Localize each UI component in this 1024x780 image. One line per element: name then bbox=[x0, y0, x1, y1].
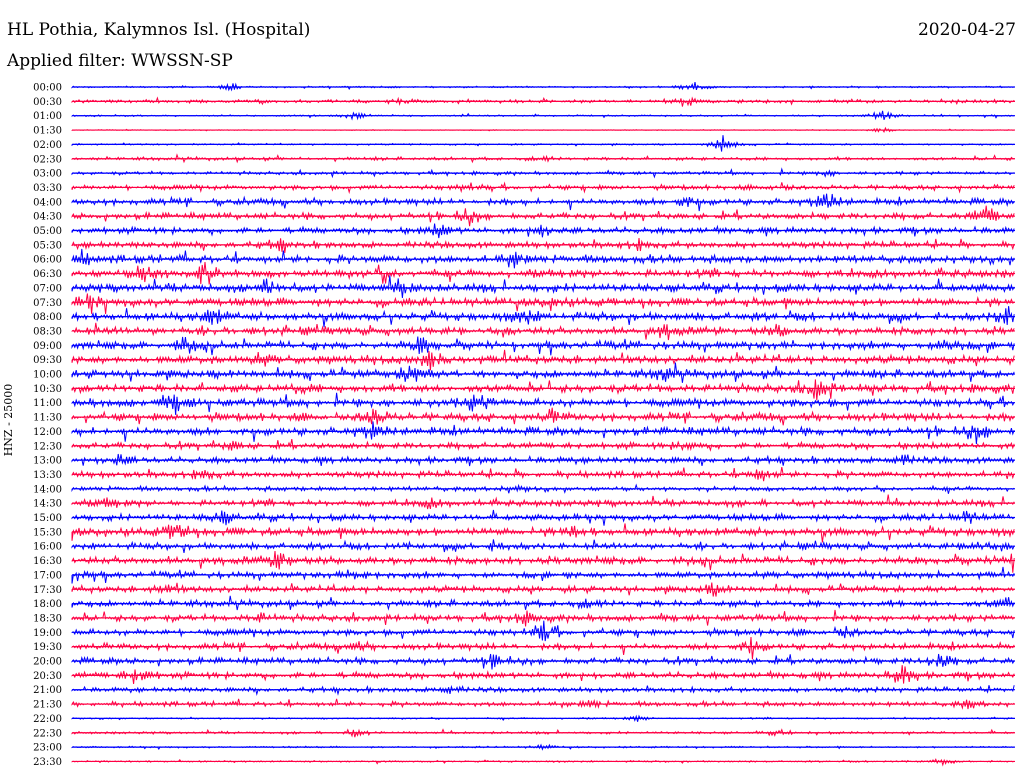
row-time-label: 18:00 bbox=[33, 599, 62, 610]
row-time-label: 16:30 bbox=[33, 556, 62, 567]
row-time-label: 20:00 bbox=[33, 657, 62, 668]
row-time-label: 09:30 bbox=[33, 355, 62, 366]
row-time-label: 01:00 bbox=[33, 111, 62, 122]
trace-line bbox=[71, 135, 1015, 152]
trace-line bbox=[71, 494, 1015, 510]
row-time-label: 07:00 bbox=[33, 283, 62, 294]
trace-line bbox=[71, 293, 1015, 314]
row-time-label: 15:00 bbox=[33, 513, 62, 524]
row-time-label: 19:30 bbox=[33, 642, 62, 653]
trace-line bbox=[71, 636, 1015, 660]
trace-line bbox=[71, 595, 1015, 611]
trace-line bbox=[71, 453, 1015, 467]
row-time-label: 23:00 bbox=[33, 743, 62, 754]
trace-line bbox=[71, 362, 1015, 383]
row-time-label: 01:30 bbox=[33, 126, 62, 137]
row-time-label: 02:30 bbox=[33, 154, 62, 165]
row-time-label: 06:00 bbox=[33, 255, 62, 266]
row-time-label: 11:00 bbox=[33, 398, 62, 409]
row-time-label: 00:00 bbox=[33, 83, 62, 94]
row-time-label: 22:00 bbox=[33, 714, 62, 725]
row-time-label: 21:30 bbox=[33, 700, 62, 711]
row-time-label: 19:00 bbox=[33, 628, 62, 639]
row-time-label: 07:30 bbox=[33, 298, 62, 309]
trace-line bbox=[71, 620, 1015, 642]
filter-label: Applied filter: WWSSN-SP bbox=[7, 51, 233, 71]
trace-line bbox=[71, 439, 1015, 452]
trace-line bbox=[71, 262, 1015, 285]
record-date: 2020-04-27 bbox=[917, 20, 1016, 40]
trace-line bbox=[71, 523, 1015, 543]
row-time-label: 14:30 bbox=[33, 499, 62, 510]
row-time-label: 17:30 bbox=[33, 585, 62, 596]
trace-line bbox=[71, 758, 1015, 767]
row-time-label: 21:00 bbox=[33, 685, 62, 696]
trace-line bbox=[71, 653, 1015, 670]
row-time-label: 11:30 bbox=[33, 413, 62, 424]
row-time-label: 22:30 bbox=[33, 728, 62, 739]
row-time-label: 09:00 bbox=[33, 341, 62, 352]
row-time-label: 17:00 bbox=[33, 570, 62, 581]
trace-line bbox=[71, 551, 1015, 573]
row-time-label: 10:00 bbox=[33, 370, 62, 381]
row-time-label: 00:30 bbox=[33, 97, 62, 108]
row-time-label: 08:00 bbox=[33, 312, 62, 323]
row-time-label: 12:00 bbox=[33, 427, 62, 438]
row-time-label: 13:00 bbox=[33, 456, 62, 467]
row-time-label: 05:30 bbox=[33, 240, 62, 251]
row-time-label: 08:30 bbox=[33, 326, 62, 337]
row-time-label: 23:30 bbox=[33, 757, 62, 768]
trace-line bbox=[71, 238, 1015, 253]
trace-line bbox=[71, 379, 1015, 401]
row-time-label: 05:00 bbox=[33, 226, 62, 237]
row-time-label: 12:30 bbox=[33, 441, 62, 452]
row-time-label: 03:00 bbox=[33, 169, 62, 180]
trace-line bbox=[71, 582, 1015, 597]
row-time-label: 03:30 bbox=[33, 183, 62, 194]
station-title: HL Pothia, Kalymnos Isl. (Hospital) bbox=[7, 20, 311, 40]
trace-line bbox=[71, 248, 1015, 269]
trace-line bbox=[71, 96, 1015, 107]
trace-line bbox=[71, 665, 1015, 684]
trace-line bbox=[71, 392, 1015, 415]
row-time-label: 14:00 bbox=[33, 484, 62, 495]
row-time-label: 16:00 bbox=[33, 542, 62, 553]
row-time-label: 15:30 bbox=[33, 527, 62, 538]
row-time-label: 04:00 bbox=[33, 197, 62, 208]
row-time-label: 18:30 bbox=[33, 613, 62, 624]
row-time-label: 20:30 bbox=[33, 671, 62, 682]
trace-line bbox=[71, 728, 1015, 738]
row-time-label: 10:30 bbox=[33, 384, 62, 395]
row-time-label: 04:30 bbox=[33, 212, 62, 223]
row-time-label: 02:00 bbox=[33, 140, 62, 151]
trace-line bbox=[71, 82, 1015, 92]
row-time-label: 13:30 bbox=[33, 470, 62, 481]
row-time-label: 06:30 bbox=[33, 269, 62, 280]
trace-line bbox=[71, 483, 1015, 494]
